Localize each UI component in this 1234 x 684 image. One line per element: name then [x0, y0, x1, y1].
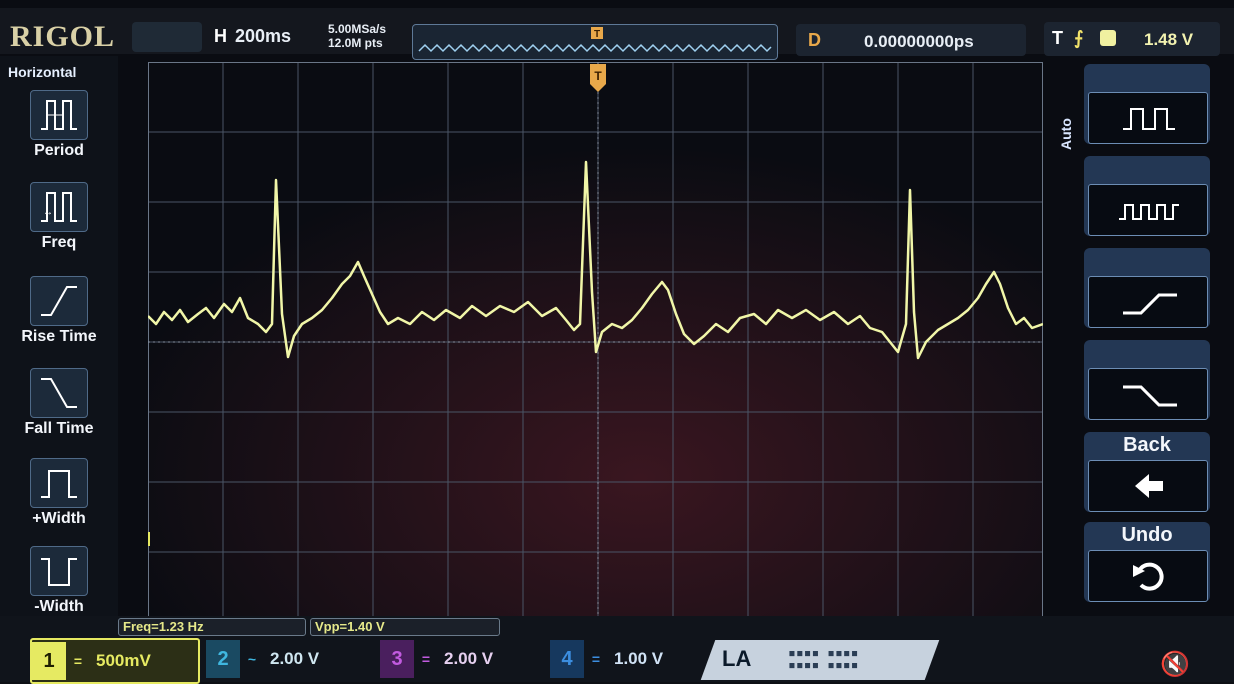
measure-negative-width-label: -Width — [34, 598, 84, 615]
top-status-bar: RIGOL H 200ms 5.00MSa/s 12.0M pts T D 0.… — [0, 8, 1234, 60]
horizontal-delay[interactable]: D 0.00000000ps — [796, 24, 1026, 56]
channel-3-button[interactable]: 3 = 2.00 V — [380, 638, 540, 680]
channel-2-scale: 2.00 V — [270, 649, 320, 668]
timebase-control[interactable]: H 200ms — [214, 26, 291, 47]
center-axes — [148, 62, 1043, 617]
measure-rise-time[interactable]: Rise Time — [0, 276, 118, 356]
sound-mute-icon[interactable]: 🔇 — [1160, 651, 1190, 678]
channel-1-scale: 500mV — [96, 651, 151, 670]
undo-button[interactable]: Undo — [1084, 522, 1210, 602]
delay-value: 0.00000000ps — [864, 32, 974, 51]
negative-width-icon — [30, 546, 88, 596]
measure-positive-width-label: +Width — [32, 510, 86, 527]
measure-rise-time-label: Rise Time — [21, 328, 97, 345]
channel-1-offset-marker-icon: 1 — [148, 532, 150, 546]
fall-time-icon — [30, 368, 88, 418]
freq-icon: ↔ — [30, 182, 88, 232]
run-status-indicator[interactable] — [132, 22, 202, 52]
slope-menu: Auto Back Undo — [1058, 60, 1234, 620]
channel-1-coupling-icon: = — [73, 653, 83, 669]
back-arrow-icon — [1088, 460, 1208, 512]
channel-3-scale: 2.00 V — [444, 649, 494, 668]
channel-3-number: 3 — [380, 640, 414, 678]
fast-square-wave-icon — [1088, 184, 1208, 236]
auto-mode-label: Auto — [1058, 118, 1074, 150]
sample-rate: 5.00MSa/s — [328, 22, 387, 36]
undo-icon — [1088, 550, 1208, 602]
measure-freq-label: Freq — [41, 234, 77, 251]
memory-depth: 12.0M pts — [328, 36, 383, 50]
measure-period-label: Period — [34, 142, 84, 159]
acquisition-info: 5.00MSa/s 12.0M pts — [328, 22, 386, 50]
logic-analyzer-label: LA — [722, 646, 752, 671]
square-wave-icon — [1088, 92, 1208, 144]
rise-time-icon — [30, 276, 88, 326]
channel-1-trace — [148, 160, 1043, 360]
channel-2-number: 2 — [206, 640, 240, 678]
trigger-status[interactable]: T ⨍ 1.48 V — [1044, 22, 1220, 56]
channel-2-coupling-icon: ~ — [247, 651, 257, 667]
falling-ramp-button[interactable] — [1084, 340, 1210, 420]
positive-width-icon — [30, 458, 88, 508]
back-button[interactable]: Back — [1084, 432, 1210, 512]
channel-4-coupling-icon: = — [591, 651, 601, 667]
measure-vpp-readout[interactable]: Vpp=1.40 V — [310, 618, 500, 636]
measure-fall-time-label: Fall Time — [24, 420, 94, 437]
logic-channels-icon: ▪▪▪▪ ▪▪▪▪ ▪▪▪▪ ▪▪▪▪ — [788, 646, 859, 673]
trigger-time-marker-icon: T — [590, 64, 606, 92]
undo-button-label: Undo — [1121, 524, 1173, 546]
memory-preview-icon: T — [418, 27, 772, 53]
back-button-label: Back — [1123, 434, 1171, 456]
measure-menu-title: Horizontal — [8, 64, 77, 80]
square-wave-button[interactable] — [1084, 64, 1210, 144]
period-icon — [30, 90, 88, 140]
trigger-source-icon — [1100, 30, 1116, 46]
measure-period[interactable]: Period — [0, 90, 118, 170]
measure-freq-readout[interactable]: Freq=1.23 Hz — [118, 618, 306, 636]
waveform-memory-bar[interactable]: T — [412, 24, 778, 60]
svg-text:T: T — [594, 29, 600, 40]
channel-2-button[interactable]: 2 ~ 2.00 V — [206, 638, 366, 680]
rising-edge-icon: ⨍ — [1074, 28, 1084, 48]
rising-ramp-icon — [1088, 276, 1208, 328]
svg-text:↔: ↔ — [43, 207, 53, 218]
trigger-level: 1.48 V — [1144, 30, 1194, 49]
measure-negative-width[interactable]: -Width — [0, 546, 118, 626]
horizontal-icon: H — [214, 26, 227, 46]
measure-fall-time[interactable]: Fall Time — [0, 368, 118, 448]
delay-label: D — [808, 30, 821, 50]
waveform-display[interactable]: T 1 T — [148, 62, 1043, 617]
trigger-label: T — [1052, 28, 1063, 48]
bottom-status-bar: Freq=1.23 Hz Vpp=1.40 V 1 = 500mV 2 ~ 2.… — [0, 616, 1234, 684]
trigger-position-marker-icon — [591, 27, 603, 39]
channel-3-coupling-icon: = — [421, 651, 431, 667]
brand-logo: RIGOL — [10, 20, 116, 53]
channel-4-scale: 1.00 V — [614, 649, 664, 668]
channel-4-button[interactable]: 4 = 1.00 V — [550, 638, 700, 680]
channel-1-button[interactable]: 1 = 500mV — [30, 638, 200, 684]
measure-menu: Horizontal Period ↔ Freq Rise Time Fall … — [0, 56, 118, 626]
rising-ramp-button[interactable] — [1084, 248, 1210, 328]
grid-lines — [148, 62, 1043, 617]
channel-4-number: 4 — [550, 640, 584, 678]
svg-text:T: T — [594, 69, 602, 83]
fast-square-wave-button[interactable] — [1084, 156, 1210, 236]
measure-positive-width[interactable]: +Width — [0, 458, 118, 538]
channel-1-number: 1 — [32, 642, 66, 680]
falling-ramp-icon — [1088, 368, 1208, 420]
timebase-value: 200ms — [235, 26, 292, 46]
measure-freq[interactable]: ↔ Freq — [0, 182, 118, 262]
